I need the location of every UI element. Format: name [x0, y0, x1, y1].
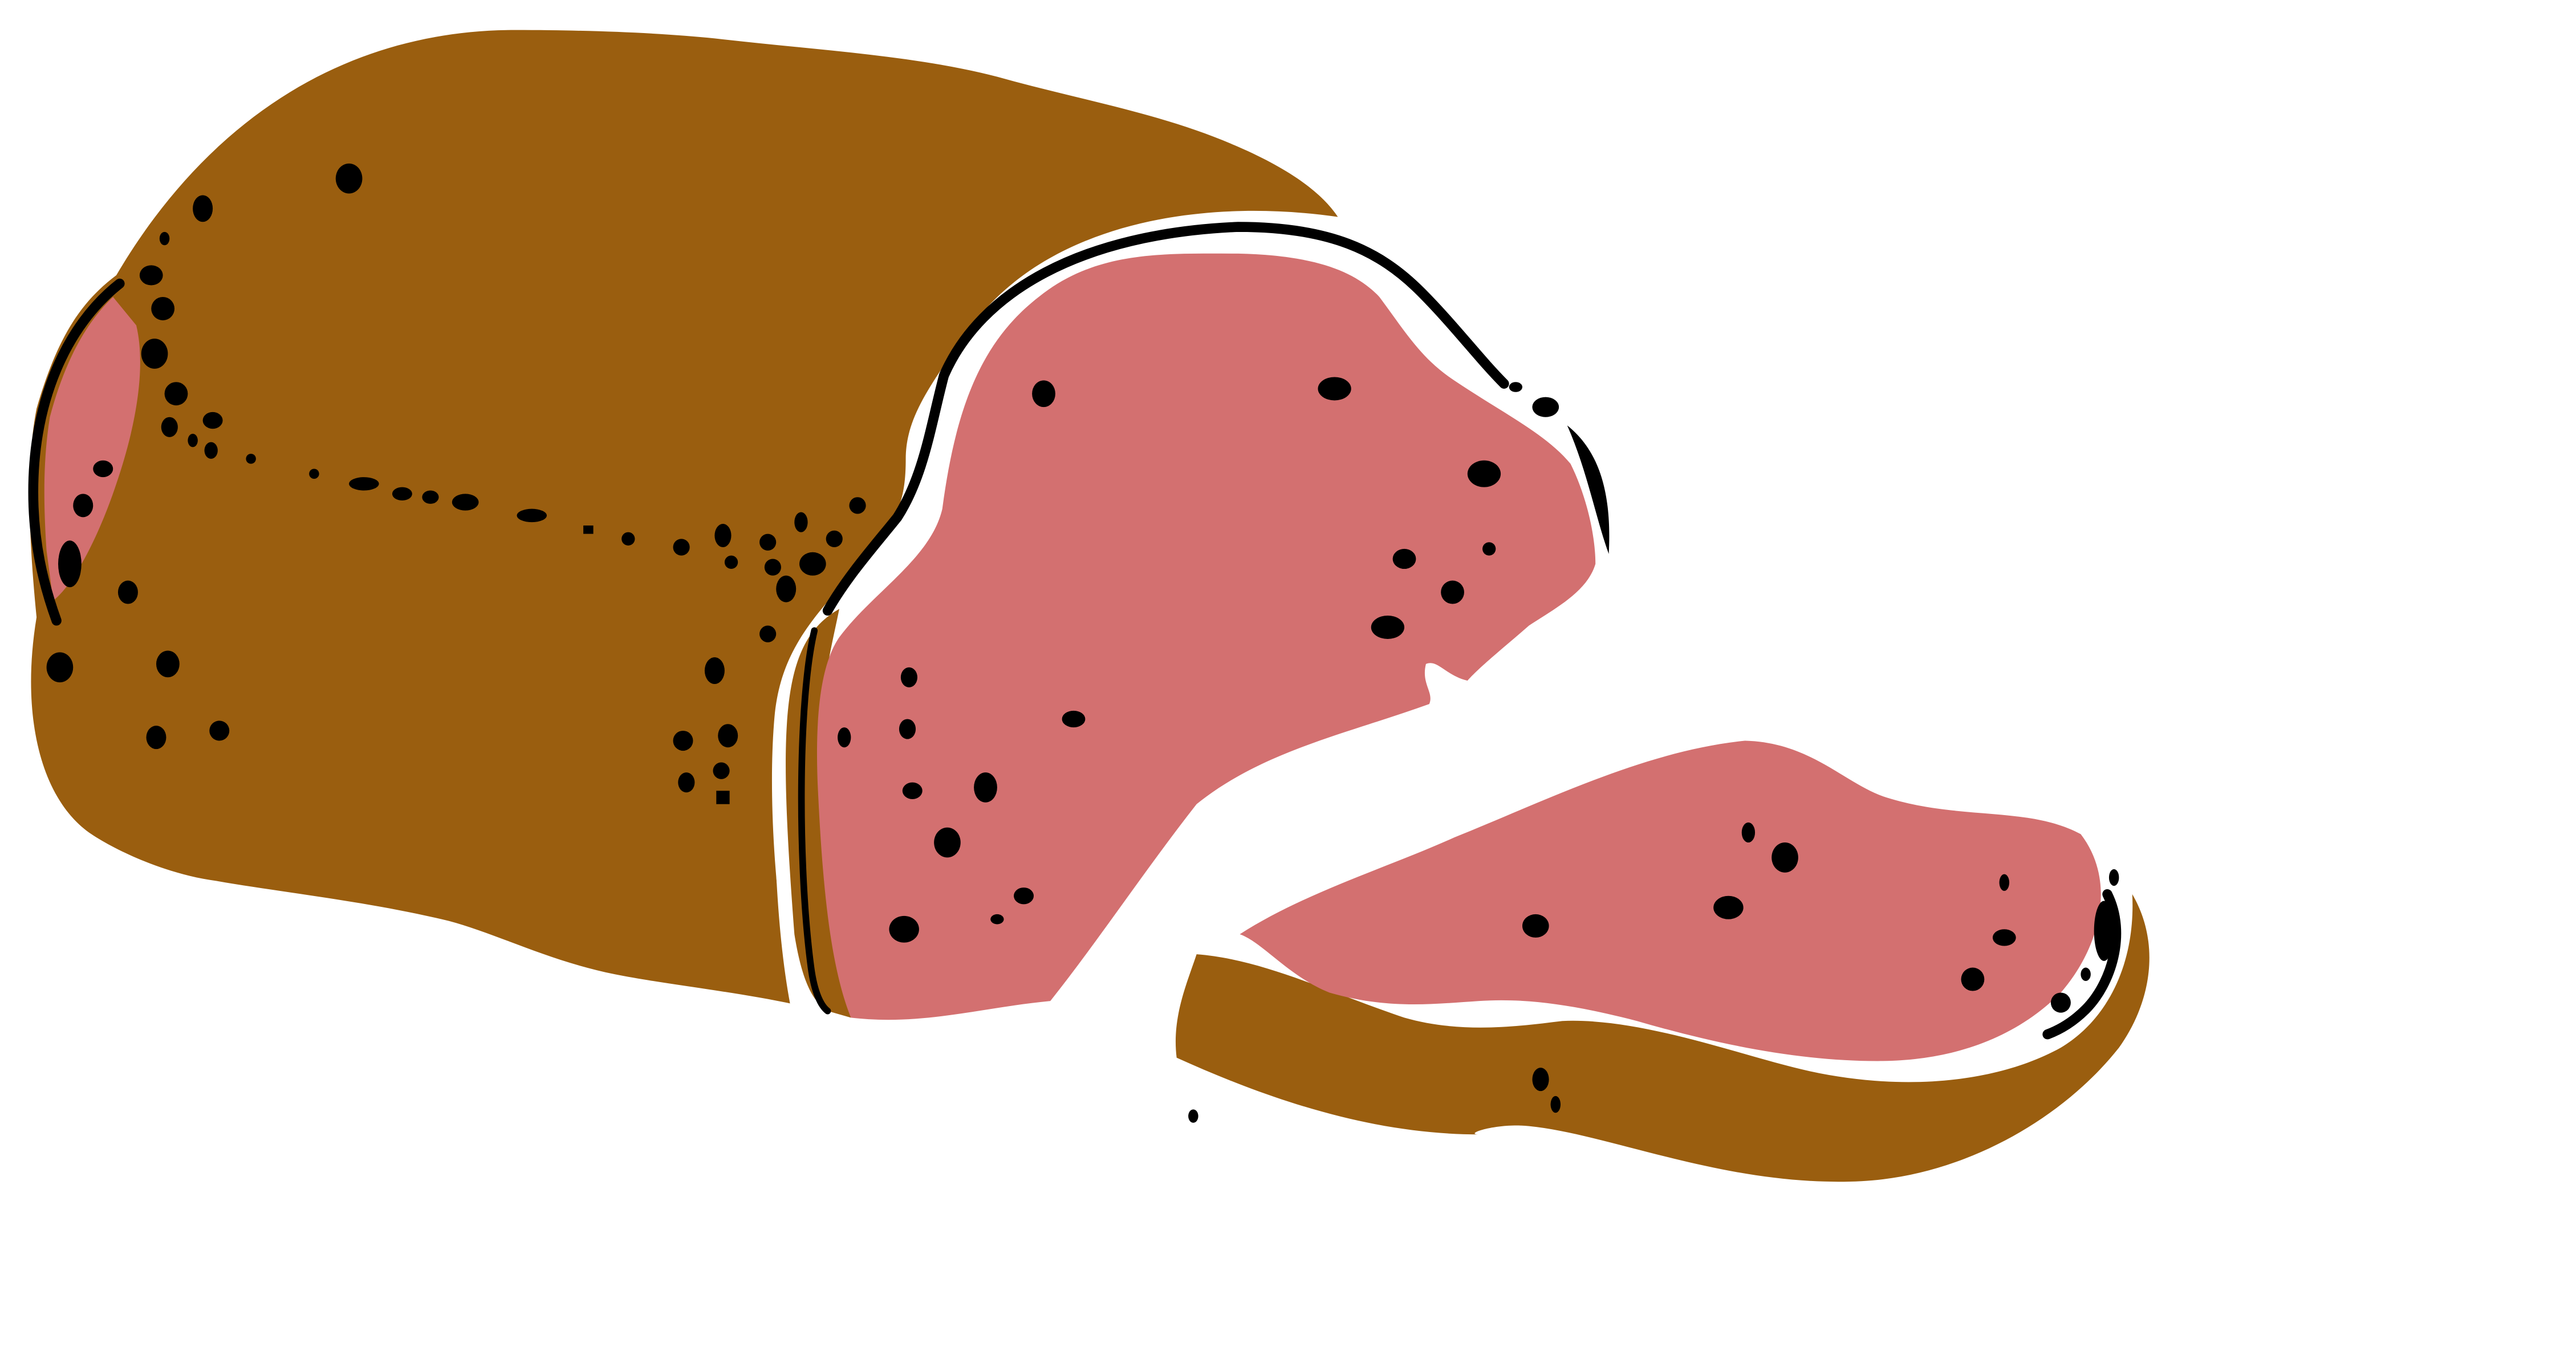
front-slice-right-rim	[1567, 425, 1610, 554]
loaf-end-crumb	[44, 296, 140, 601]
seed	[204, 442, 218, 459]
seed	[1509, 382, 1522, 392]
seed	[1713, 895, 1744, 919]
seed	[73, 494, 94, 518]
seed	[759, 625, 777, 642]
seed	[673, 539, 690, 556]
seed	[452, 494, 479, 511]
seed	[58, 540, 82, 588]
loose-slice-crumb	[1240, 740, 2101, 1061]
seed	[759, 534, 777, 551]
seed	[202, 412, 223, 429]
seed	[583, 525, 594, 534]
seed	[117, 580, 138, 604]
seed	[151, 296, 175, 320]
seeds	[46, 163, 2119, 1123]
seed	[93, 460, 113, 478]
loose-slice	[1175, 740, 2150, 1182]
loose-slice-crust	[1175, 894, 2150, 1182]
seed	[422, 490, 439, 504]
seed	[309, 469, 319, 479]
seed	[1392, 548, 1416, 569]
seed	[776, 575, 797, 602]
seed	[724, 555, 738, 569]
seed	[1014, 887, 1034, 905]
seed	[974, 772, 997, 803]
seed	[188, 433, 198, 447]
seed	[335, 163, 363, 194]
seed	[46, 652, 74, 683]
seed	[1771, 842, 1798, 873]
seed	[209, 720, 230, 741]
seed	[1550, 1096, 1561, 1113]
seed	[900, 667, 917, 687]
seed	[1741, 822, 1756, 843]
seed	[990, 914, 1004, 925]
seed	[1188, 1109, 1198, 1123]
front-slice	[786, 222, 1610, 1020]
seed	[1482, 542, 1496, 556]
seed	[889, 915, 919, 943]
seed	[517, 508, 547, 523]
seed	[718, 724, 738, 748]
seed	[621, 532, 635, 546]
cut-gap	[774, 717, 799, 1005]
seed	[716, 791, 730, 804]
seed	[1032, 380, 1055, 408]
seed	[2108, 869, 2119, 886]
seed	[141, 339, 168, 369]
seed	[161, 417, 178, 437]
seed	[1532, 1068, 1549, 1092]
seed	[838, 727, 851, 748]
seed	[678, 772, 695, 793]
seed	[392, 487, 412, 501]
seed	[1467, 460, 1501, 487]
seed	[704, 657, 725, 684]
seed	[146, 726, 166, 750]
seed	[1441, 580, 1464, 604]
front-slice-edge-inner	[798, 627, 831, 1015]
seed	[159, 231, 170, 246]
seed	[1992, 929, 2016, 946]
seed	[826, 530, 843, 547]
front-slice-edge	[822, 222, 1509, 616]
seed	[1522, 914, 1549, 938]
seed	[714, 524, 732, 547]
seed	[799, 552, 826, 576]
seed	[2081, 967, 2091, 981]
seed	[1318, 377, 1351, 401]
seed	[849, 497, 866, 514]
seed	[193, 195, 213, 222]
seed	[1062, 710, 1086, 728]
seed	[1371, 616, 1405, 639]
seed	[899, 719, 916, 739]
loaf	[28, 30, 1338, 1004]
seed	[349, 477, 379, 491]
seed	[164, 382, 188, 406]
seed	[794, 512, 808, 532]
seed	[764, 559, 781, 576]
seed	[139, 265, 163, 286]
seed	[2094, 901, 2114, 961]
seed	[673, 730, 693, 751]
front-slice-crumb	[816, 253, 1596, 1020]
seed	[902, 782, 923, 799]
seed	[1532, 397, 1559, 417]
loaf-end-rim	[28, 278, 125, 626]
loose-slice-rim	[2042, 889, 2122, 1040]
seed	[1961, 967, 1985, 991]
seed	[246, 454, 256, 464]
seed	[934, 827, 961, 858]
loaf-crust	[29, 30, 1338, 1004]
seed	[156, 650, 180, 678]
seed	[713, 762, 730, 779]
seed	[1999, 874, 2010, 891]
seed	[2050, 992, 2071, 1013]
